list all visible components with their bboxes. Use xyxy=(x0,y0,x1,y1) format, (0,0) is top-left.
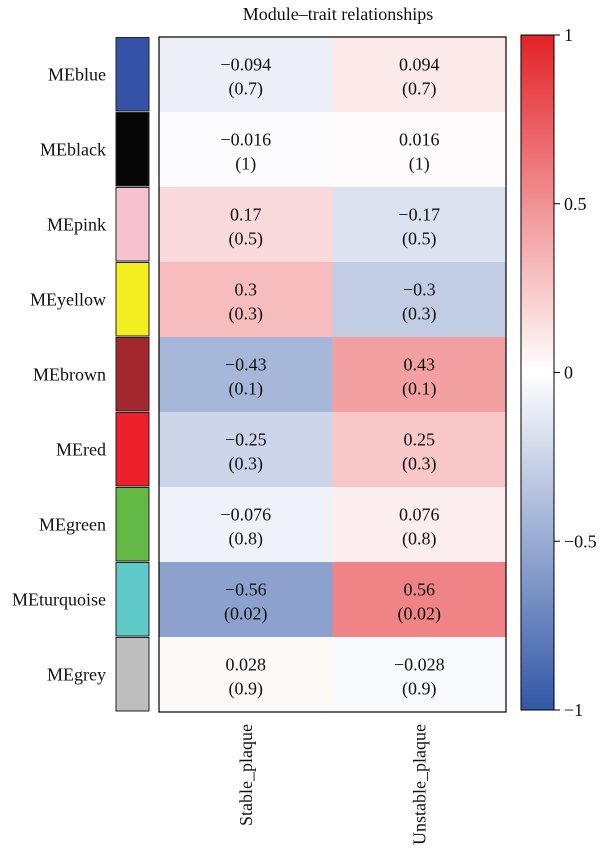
cell-pvalue-label: (0.02) xyxy=(224,604,268,625)
cell-pvalue-label: (0.7) xyxy=(229,79,264,100)
heatmap-cell xyxy=(159,412,333,487)
heatmap-cell xyxy=(332,487,506,562)
cell-value-label: 0.028 xyxy=(226,655,267,675)
heatmap-cell xyxy=(332,262,506,337)
cell-pvalue-label: (1) xyxy=(409,154,430,175)
module-swatch-MEbrown xyxy=(115,337,150,412)
cell-pvalue-label: (0.02) xyxy=(398,604,442,625)
module-swatch-MEyellow xyxy=(115,262,150,337)
cell-value-label: −0.25 xyxy=(225,430,267,450)
cell-pvalue-label: (0.1) xyxy=(402,379,437,400)
heatmap-cell xyxy=(332,187,506,262)
cell-pvalue-label: (0.1) xyxy=(229,379,264,400)
row-label: MEbrown xyxy=(33,365,106,385)
heatmap-cell xyxy=(159,262,333,337)
row-label: MEpink xyxy=(47,215,106,235)
cell-value-label: −0.17 xyxy=(398,205,440,225)
cell-pvalue-label: (0.5) xyxy=(402,229,437,250)
heatmap-cell xyxy=(159,637,333,712)
row-label: MEblack xyxy=(40,140,106,160)
color-scale-tick-label: −1 xyxy=(564,700,583,720)
module-swatch-MEgrey xyxy=(115,637,150,712)
heatmap-cell xyxy=(159,487,333,562)
module-swatch-MEred xyxy=(115,412,150,487)
color-scale-tick-label: −0.5 xyxy=(564,531,597,551)
color-scale-tick-label: 0.5 xyxy=(564,194,587,214)
module-swatch-MEblack xyxy=(115,112,150,187)
cell-value-label: 0.17 xyxy=(230,205,262,225)
cell-value-label: 0.3 xyxy=(235,280,258,300)
module-swatch-MEturquoise xyxy=(115,562,150,637)
cell-value-label: 0.43 xyxy=(404,355,436,375)
color-scale-tick-label: 1 xyxy=(564,25,573,45)
chart-title: Module–trait relationships xyxy=(243,4,433,24)
cell-pvalue-label: (0.5) xyxy=(229,229,264,250)
cell-pvalue-label: (0.9) xyxy=(229,679,264,700)
row-label: MEblue xyxy=(48,65,106,85)
cell-value-label: 0.094 xyxy=(399,55,440,75)
row-label: MEgreen xyxy=(39,515,106,535)
column-label: Stable_plaque xyxy=(236,724,256,826)
heatmap-cell xyxy=(332,637,506,712)
cell-value-label: 0.016 xyxy=(399,130,440,150)
heatmap-cell xyxy=(332,337,506,412)
heatmap-cell xyxy=(332,562,506,637)
cell-pvalue-label: (0.9) xyxy=(402,679,437,700)
heatmap-frame xyxy=(158,36,507,713)
color-scale-tick-label: 0 xyxy=(564,363,573,383)
cell-value-label: −0.3 xyxy=(403,280,436,300)
column-label: Unstable_plaque xyxy=(409,724,429,845)
row-label: MEturquoise xyxy=(12,590,106,610)
cell-value-label: −0.016 xyxy=(220,130,271,150)
cell-pvalue-label: (0.8) xyxy=(229,529,264,550)
cell-value-label: 0.56 xyxy=(404,580,436,600)
cell-pvalue-label: (0.7) xyxy=(402,79,437,100)
cell-value-label: 0.076 xyxy=(399,505,440,525)
cell-value-label: −0.094 xyxy=(220,55,271,75)
color-scale-bar xyxy=(520,34,555,711)
module-swatch-MEblue xyxy=(115,37,150,112)
row-label: MEred xyxy=(56,440,106,460)
row-label: MEyellow xyxy=(30,290,106,310)
cell-pvalue-label: (0.3) xyxy=(229,304,264,325)
module-swatch-MEgreen xyxy=(115,487,150,562)
heatmap-cell xyxy=(332,112,506,187)
heatmap-cell xyxy=(159,562,333,637)
cell-value-label: −0.43 xyxy=(225,355,267,375)
module-swatch-MEpink xyxy=(115,187,150,262)
cell-pvalue-label: (0.3) xyxy=(229,454,264,475)
cell-value-label: −0.076 xyxy=(220,505,271,525)
heatmap-cell xyxy=(159,112,333,187)
cell-value-label: 0.25 xyxy=(404,430,436,450)
heatmap-cell xyxy=(159,337,333,412)
cell-value-label: −0.56 xyxy=(225,580,267,600)
heatmap-cell xyxy=(332,37,506,112)
cell-pvalue-label: (1) xyxy=(235,154,256,175)
cell-pvalue-label: (0.3) xyxy=(402,454,437,475)
cell-pvalue-label: (0.8) xyxy=(402,529,437,550)
heatmap-cell xyxy=(332,412,506,487)
cell-pvalue-label: (0.3) xyxy=(402,304,437,325)
heatmap-cell xyxy=(159,37,333,112)
heatmap-cell xyxy=(159,187,333,262)
cell-value-label: −0.028 xyxy=(394,655,445,675)
row-label: MEgrey xyxy=(47,665,106,685)
